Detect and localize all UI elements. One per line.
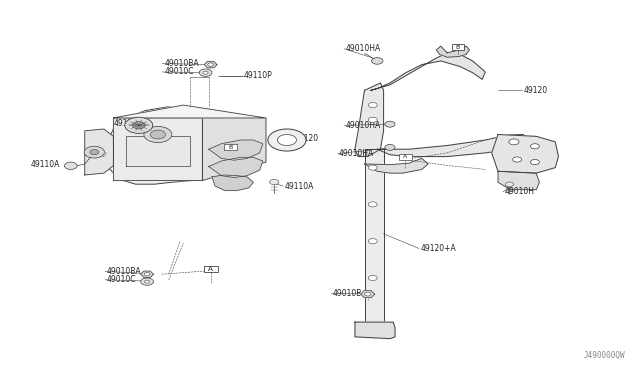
Polygon shape	[209, 157, 263, 177]
Text: 49010BA: 49010BA	[164, 59, 199, 68]
FancyBboxPatch shape	[204, 266, 218, 272]
Text: J490000QW: J490000QW	[584, 351, 625, 360]
Circle shape	[369, 202, 377, 207]
Circle shape	[208, 63, 214, 66]
Polygon shape	[355, 322, 395, 339]
Circle shape	[506, 182, 513, 187]
Circle shape	[531, 144, 540, 149]
Text: 49010B: 49010B	[333, 289, 362, 298]
Polygon shape	[126, 137, 189, 166]
Text: 49181X: 49181X	[113, 119, 143, 128]
Text: 49010C: 49010C	[164, 67, 194, 77]
Circle shape	[144, 273, 150, 276]
Text: A: A	[403, 154, 407, 160]
Circle shape	[141, 278, 154, 285]
Polygon shape	[361, 291, 374, 298]
Polygon shape	[204, 61, 217, 68]
Circle shape	[203, 71, 208, 74]
Polygon shape	[209, 140, 263, 160]
Text: B: B	[228, 145, 232, 150]
Circle shape	[365, 292, 371, 296]
Circle shape	[145, 280, 150, 283]
Circle shape	[531, 160, 540, 165]
FancyBboxPatch shape	[452, 44, 465, 50]
Text: 49010HA: 49010HA	[346, 121, 381, 130]
Text: B: B	[456, 45, 460, 50]
Polygon shape	[141, 271, 154, 278]
Polygon shape	[212, 175, 253, 190]
Text: 49110A: 49110A	[285, 182, 314, 190]
Circle shape	[132, 122, 145, 129]
Circle shape	[385, 144, 395, 150]
Text: A: A	[208, 266, 213, 272]
Polygon shape	[104, 107, 266, 184]
Text: 49010C: 49010C	[107, 275, 136, 284]
Polygon shape	[365, 158, 428, 173]
Circle shape	[369, 275, 377, 280]
Text: 49010HA: 49010HA	[346, 44, 381, 53]
Circle shape	[371, 58, 383, 64]
Polygon shape	[436, 46, 469, 57]
Text: 49110A: 49110A	[31, 160, 60, 169]
Circle shape	[84, 146, 104, 158]
Polygon shape	[355, 83, 383, 157]
Polygon shape	[113, 105, 266, 118]
FancyBboxPatch shape	[399, 154, 412, 160]
Text: 49120: 49120	[294, 134, 319, 143]
Circle shape	[144, 126, 172, 142]
Circle shape	[125, 117, 153, 134]
Circle shape	[65, 162, 77, 170]
FancyBboxPatch shape	[224, 144, 237, 150]
Polygon shape	[202, 118, 266, 180]
Circle shape	[369, 165, 377, 170]
Text: 49010BA: 49010BA	[107, 267, 141, 276]
Circle shape	[513, 157, 522, 162]
Polygon shape	[377, 135, 527, 157]
Text: 49110P: 49110P	[244, 71, 273, 80]
Circle shape	[369, 238, 377, 244]
Circle shape	[269, 179, 279, 185]
Circle shape	[150, 130, 166, 139]
Polygon shape	[113, 118, 202, 180]
Circle shape	[268, 129, 306, 151]
Text: 49010HA: 49010HA	[339, 149, 374, 158]
Text: 49010H: 49010H	[504, 187, 534, 196]
Polygon shape	[492, 135, 559, 173]
Circle shape	[509, 139, 519, 145]
Circle shape	[385, 121, 395, 127]
Polygon shape	[498, 171, 540, 190]
Circle shape	[277, 135, 296, 145]
Text: 49120: 49120	[524, 86, 548, 95]
Polygon shape	[371, 53, 485, 90]
Text: 49120+A: 49120+A	[420, 244, 456, 253]
Circle shape	[369, 103, 377, 108]
Circle shape	[369, 117, 377, 122]
Polygon shape	[84, 129, 113, 175]
Circle shape	[90, 150, 99, 155]
Polygon shape	[365, 149, 383, 322]
Circle shape	[199, 69, 212, 76]
